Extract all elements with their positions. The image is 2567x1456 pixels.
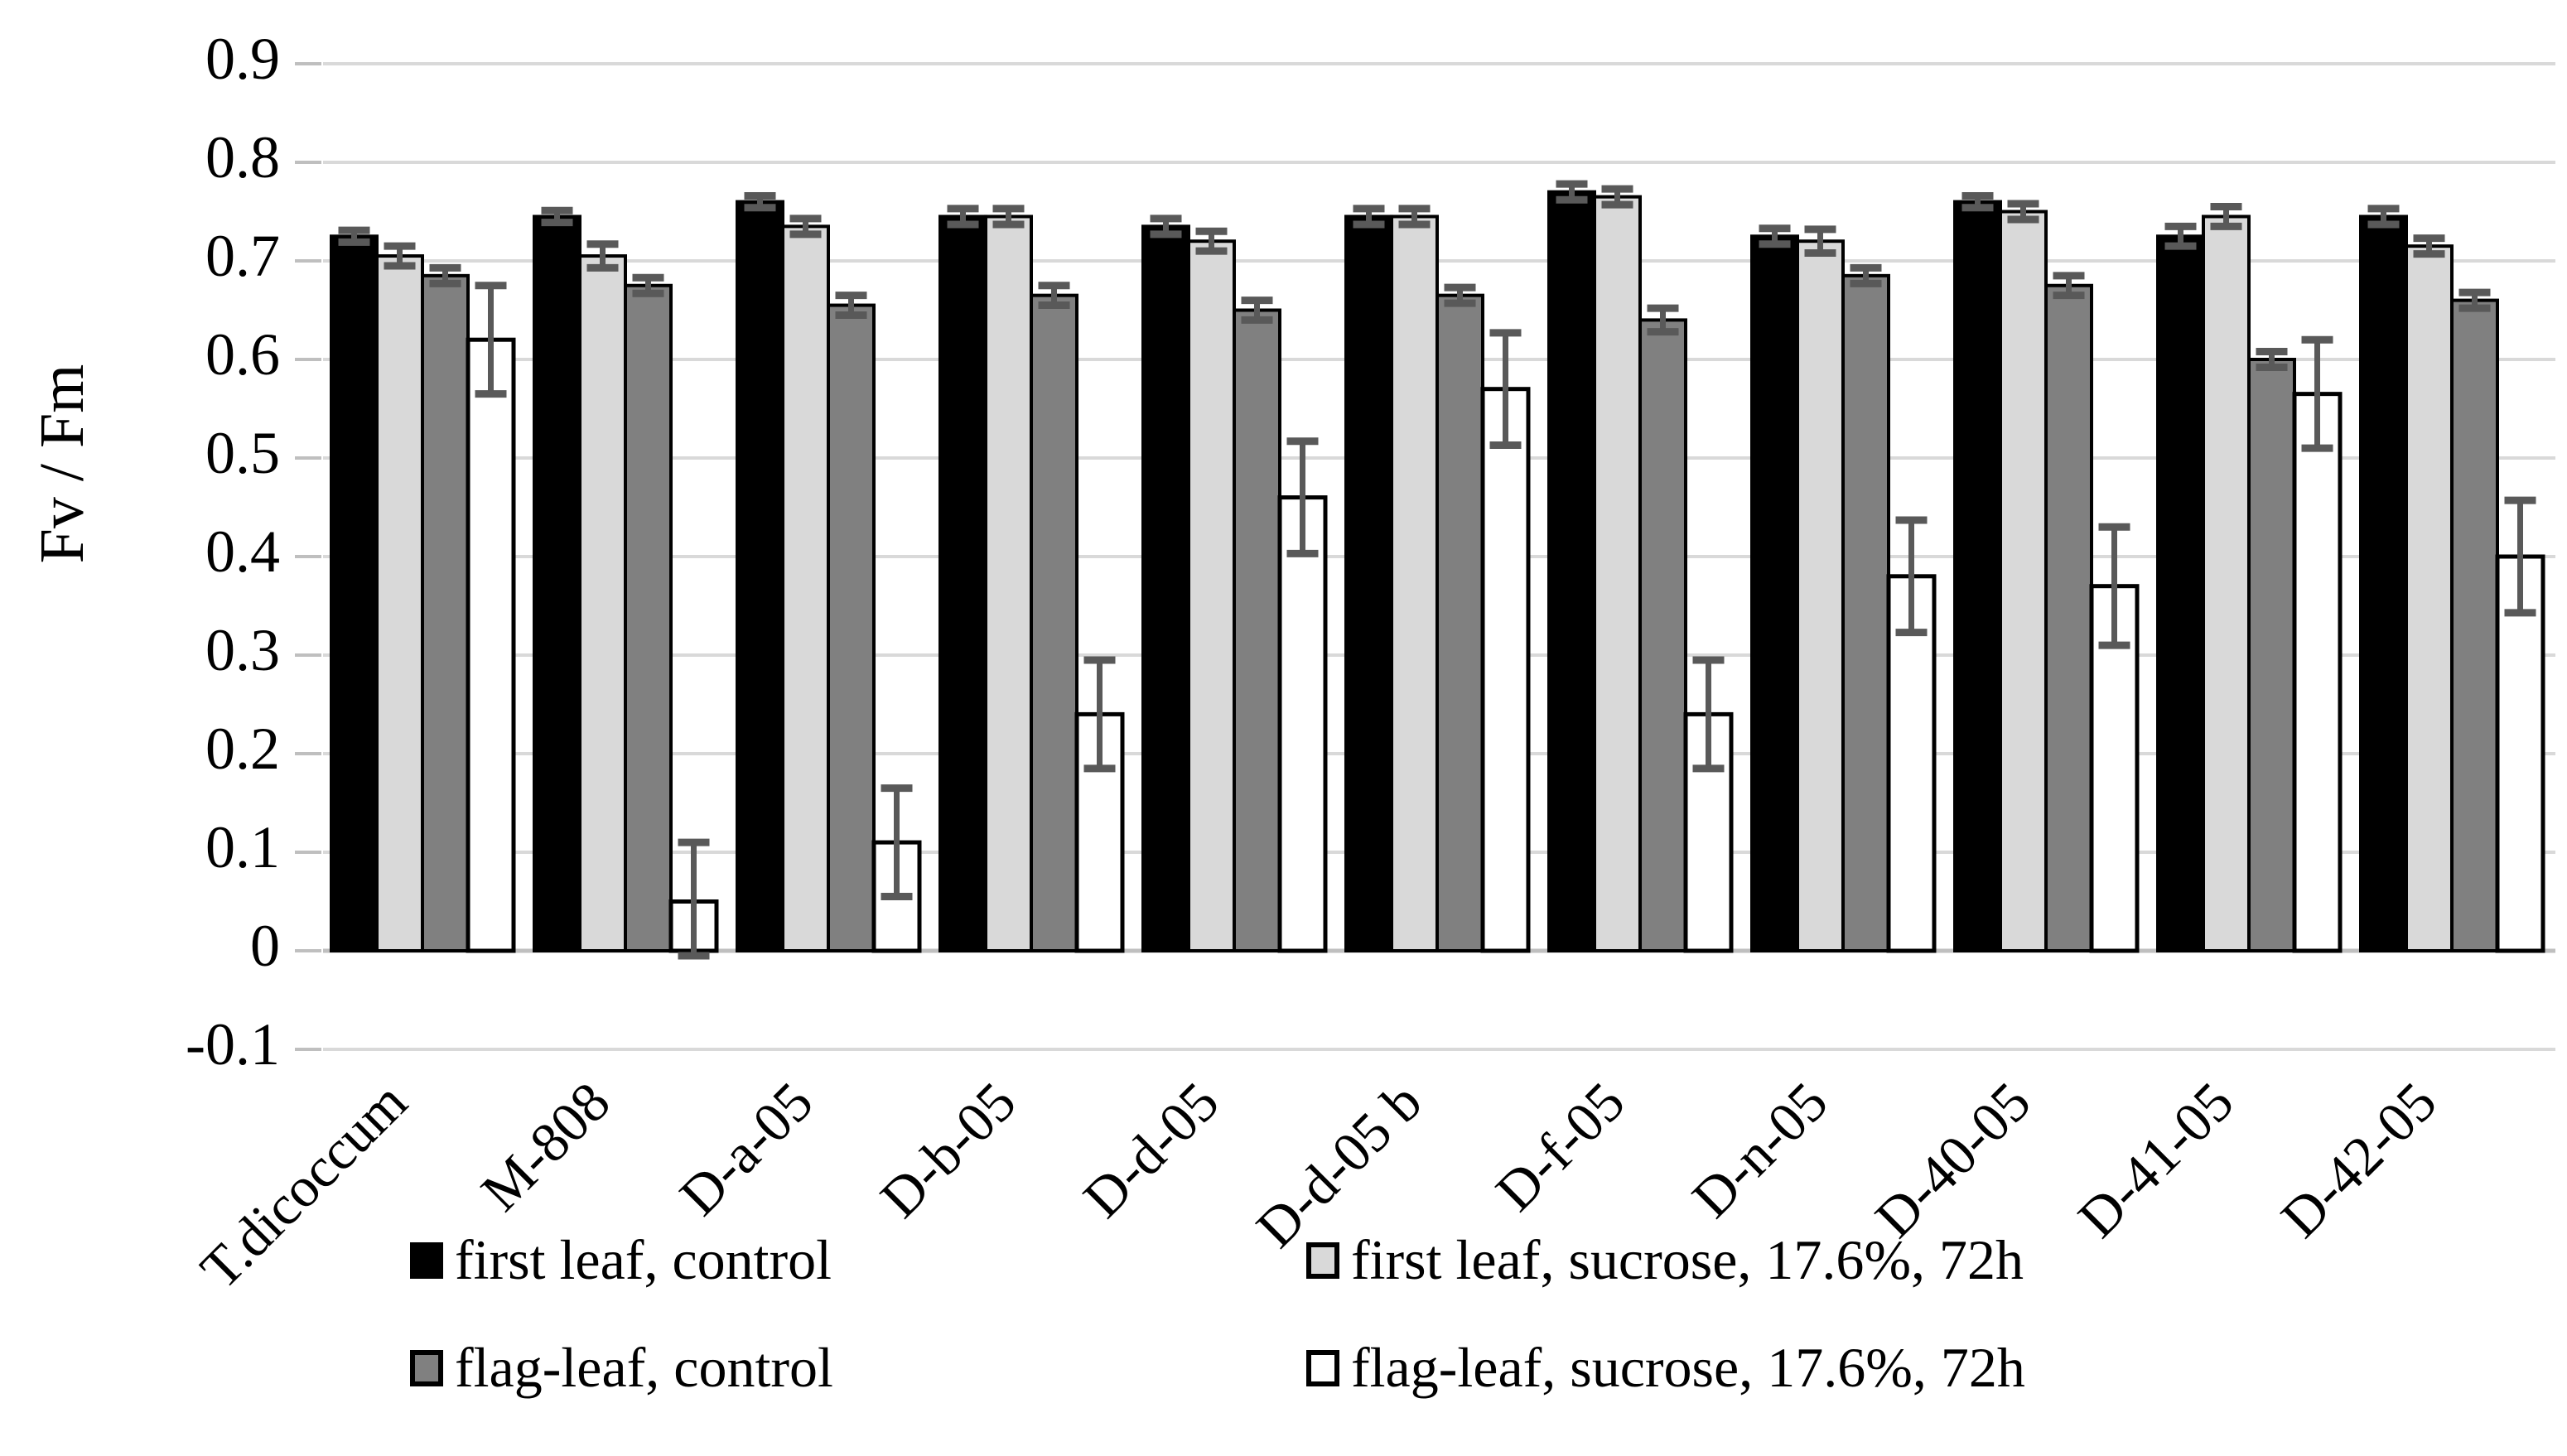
bar [1390,215,1439,952]
x-tick-label: D-n-05 [1680,1070,1840,1230]
y-tick-label: 0.1 [205,814,280,880]
bar [781,224,830,953]
bar [1841,273,1890,953]
bar [624,283,673,952]
y-tick-label: 0.8 [205,124,280,190]
y-tick-label: 0 [250,913,280,979]
x-tick-label: D-d-05 [1071,1070,1231,1230]
bar [466,337,516,953]
x-tick-label: M-808 [469,1070,622,1223]
x-tick-label: D-f-05 [1484,1070,1637,1223]
y-tick-label: 0.4 [205,518,280,585]
bar [2044,283,2093,952]
bar [1141,224,1190,953]
legend-label: flag-leaf, control [455,1336,833,1399]
legend-label: first leaf, sucrose, 17.6%, 72h [1351,1228,2024,1291]
bar [1187,239,1236,952]
bar [2450,298,2499,953]
legend-label: flag-leaf, sucrose, 17.6%, 72h [1351,1336,2025,1399]
bar [938,215,987,952]
legend-item: flag-leaf, control [410,1335,833,1401]
bar [1638,318,1687,952]
bar [1953,200,2002,953]
bar [2247,358,2296,952]
bar [1999,210,2048,952]
bar [330,234,379,952]
y-tick-label: 0.3 [205,617,280,683]
bar [1886,574,1937,953]
bar [1277,495,1328,953]
bar [1750,234,1799,952]
bar [1547,190,1596,952]
bar [2292,392,2343,953]
y-tick-label: -0.1 [186,1011,280,1078]
bar [984,215,1033,952]
bar [2156,234,2205,952]
bar [1796,239,1845,952]
legend-swatch [410,1241,443,1279]
bar [1593,195,1642,952]
y-tick-label: 0.2 [205,716,280,782]
x-tick-label: D-b-05 [868,1070,1028,1230]
bar [421,273,470,953]
y-axis-title: Fv / Fm [27,364,97,564]
legend-item: flag-leaf, sucrose, 17.6%, 72h [1306,1335,2025,1401]
y-tick-label: 0.5 [205,420,280,486]
y-tick-label: 0.6 [205,321,280,388]
chart-legend: first leaf, control first leaf, sucrose, … [0,1208,2567,1456]
bar [2202,215,2251,952]
bar [375,254,424,952]
bar [2495,554,2545,953]
bar [827,303,876,952]
bar [1030,293,1078,952]
bar [2405,244,2454,952]
bar [533,215,581,952]
bar [1435,293,1484,952]
legend-item: first leaf, sucrose, 17.6%, 72h [1306,1227,2024,1293]
legend-label: first leaf, control [455,1228,832,1291]
bar [1233,308,1281,952]
legend-swatch [1306,1349,1339,1386]
legend-item: first leaf, control [410,1227,832,1293]
y-tick-label: 0.7 [205,223,280,289]
bar [1480,387,1531,953]
bar [2359,215,2408,952]
bar [1344,215,1393,952]
bar [736,200,784,953]
x-tick-label: D-a-05 [668,1070,825,1227]
legend-swatch [1306,1241,1339,1279]
y-tick-label: 0.9 [205,26,280,92]
legend-swatch [410,1349,443,1386]
bar [578,254,627,952]
